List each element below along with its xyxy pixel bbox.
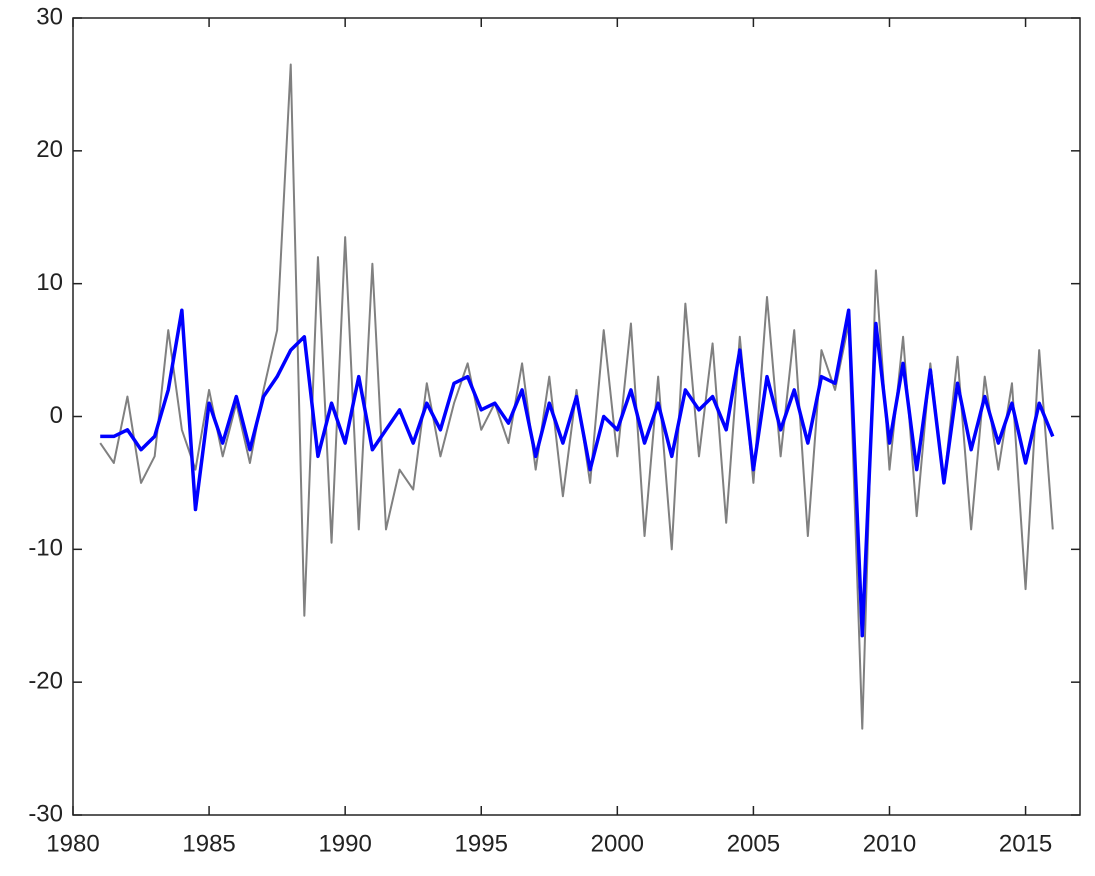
y-tick-label: 10 bbox=[36, 269, 63, 296]
x-tick-label: 1980 bbox=[46, 830, 99, 857]
x-tick-label: 2000 bbox=[591, 830, 644, 857]
y-tick-label: 0 bbox=[50, 402, 63, 429]
data-line bbox=[100, 308, 1055, 638]
y-tick-label: -20 bbox=[28, 668, 63, 695]
y-tick-label: 20 bbox=[36, 136, 63, 163]
x-tick-label: 1985 bbox=[182, 830, 235, 857]
y-tick-label: -30 bbox=[28, 800, 63, 827]
y-tick-label: -10 bbox=[28, 535, 63, 562]
y-tick-label: 30 bbox=[36, 3, 63, 30]
x-tick-label: 2015 bbox=[999, 830, 1052, 857]
x-tick-label: 2005 bbox=[727, 830, 780, 857]
x-tick-label: 1990 bbox=[318, 830, 371, 857]
plot-frame bbox=[72, 17, 1081, 816]
x-tick-label: 1995 bbox=[455, 830, 508, 857]
x-tick-label: 2010 bbox=[863, 830, 916, 857]
